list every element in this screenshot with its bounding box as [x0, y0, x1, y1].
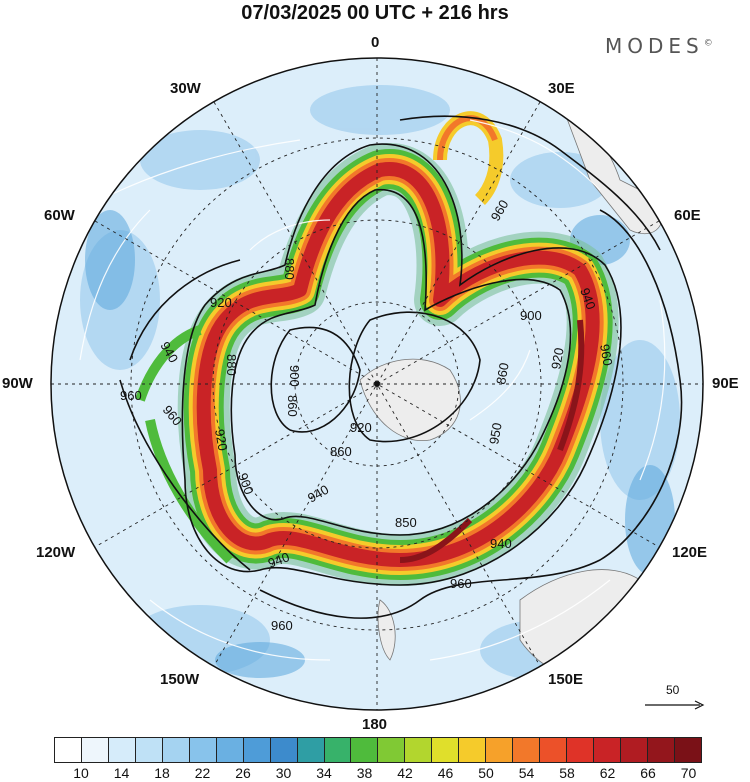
colorbar-cell: [459, 738, 487, 762]
map-disk-content: [51, 58, 703, 710]
contour-label: 960: [120, 388, 142, 403]
contour-label: 920: [350, 420, 372, 435]
jet-core-darkred: [399, 319, 585, 563]
wind-speed-colorbar: [54, 737, 702, 763]
colorbar-cell: [81, 738, 109, 762]
colorbar-cell: [243, 738, 271, 762]
colorbar-tick-label: 38: [356, 765, 373, 781]
colorbar-cell: [513, 738, 541, 762]
contour-label: 920: [212, 428, 231, 452]
colorbar-cell: [351, 738, 379, 762]
height-contours: [119, 115, 683, 619]
colorbar-tick-label: 58: [559, 765, 575, 781]
lon-label-120e: 120E: [672, 544, 708, 561]
contour-label-group: 960 960 940 900 860 880 850 860 920 940 …: [120, 197, 616, 633]
lon-label-150e: 150E: [548, 671, 584, 688]
lon-label-90e: 90E: [712, 375, 739, 392]
colorbar-tick-label: 62: [599, 765, 616, 781]
contour-label: 920: [548, 347, 567, 371]
colorbar-cell: [162, 738, 190, 762]
colorbar-cell: [647, 738, 675, 762]
lon-label-60w: 60W: [44, 207, 75, 224]
colorbar-tick-label: 30: [275, 765, 292, 781]
colorbar-tick-label: 34: [316, 765, 332, 781]
colorbar-cell: [108, 738, 136, 762]
colorbar-tick-label: 14: [113, 765, 130, 781]
contour-label: 900: [520, 308, 542, 323]
brand-text: MODES: [605, 34, 704, 58]
colorbar-tick-label: 70: [680, 765, 697, 781]
colorbar-tick-labels: 10 14 18 22 26 30 34 38 42 46 50 54 58 62 66 70: [54, 765, 702, 781]
brand-logo: MODES©: [605, 34, 713, 58]
colorbar-cell: [378, 738, 406, 762]
colorbar-cell: [135, 738, 163, 762]
colorbar-tick-label: 42: [397, 765, 413, 781]
contour-label: 880: [282, 258, 297, 280]
contour-label: 900: [235, 471, 257, 497]
colorbar-cell: [324, 738, 352, 762]
lon-label-120w: 120W: [36, 544, 76, 561]
contour-label: 920: [210, 295, 232, 310]
mid-wind-patches: [85, 210, 675, 678]
contour-label: 860: [285, 395, 300, 417]
map-border: [50, 57, 704, 711]
lon-label-180: 180: [362, 716, 388, 733]
contour-label: 880: [224, 354, 239, 376]
wind-streamlines: [79, 119, 666, 661]
lon-label-30w: 30W: [170, 80, 201, 97]
north-pole-marker: [374, 381, 380, 387]
colorbar-tick-label: 26: [235, 765, 251, 781]
colorbar-tick-label: 66: [640, 765, 656, 781]
forecast-title: 07/03/2025 00 UTC + 216 hrs: [241, 2, 509, 24]
colorbar-cell: [216, 738, 244, 762]
colorbar-tick-label: 18: [154, 765, 170, 781]
colorbar-tick-label: 46: [437, 765, 454, 781]
contour-label: 940: [490, 536, 512, 551]
contour-label: 960: [597, 343, 616, 367]
lon-label-60e: 60E: [674, 207, 701, 224]
reference-vector-arrow: [645, 700, 705, 710]
colorbar-cell: [297, 738, 325, 762]
colorbar-tick-label: 10: [73, 765, 89, 781]
reference-vector-label: 50: [666, 683, 680, 697]
colorbar-cell: [432, 738, 460, 762]
lon-label-0: 0: [371, 34, 380, 51]
colorbar-cell: [405, 738, 433, 762]
colorbar-cell: [674, 738, 701, 762]
colorbar-tick-label: 50: [478, 765, 494, 781]
colorbar-cell: [270, 738, 298, 762]
contour-label: 940: [266, 549, 292, 571]
colorbar-cell: [540, 738, 568, 762]
graticule: [51, 58, 703, 710]
colorbar-tick-label: 54: [518, 765, 535, 781]
colorbar-cell: [486, 738, 514, 762]
colorbar-cell: [621, 738, 648, 762]
colorbar-cell: [189, 738, 217, 762]
contour-label: 860: [493, 362, 512, 386]
jet-core-red: [196, 162, 600, 567]
contour-label: 940: [577, 286, 599, 312]
jet-arch-30e-core: [437, 115, 498, 161]
contour-label: 860: [330, 444, 352, 459]
contour-label: 960: [450, 576, 472, 591]
lon-label-90w: 90W: [2, 375, 33, 392]
lon-label-150w: 150W: [160, 671, 200, 688]
contour-label: 900: [287, 365, 302, 387]
contour-label: 950: [486, 422, 505, 446]
lon-label-30e: 30E: [548, 80, 575, 97]
colorbar-cell: [594, 738, 622, 762]
contour-label: 850: [395, 515, 417, 530]
brand-mark: ©: [703, 38, 713, 49]
contour-label: 960: [271, 618, 293, 633]
colorbar-tick-label: 22: [194, 765, 211, 781]
colorbar-cell: [567, 738, 595, 762]
colorbar-cell: [55, 738, 82, 762]
